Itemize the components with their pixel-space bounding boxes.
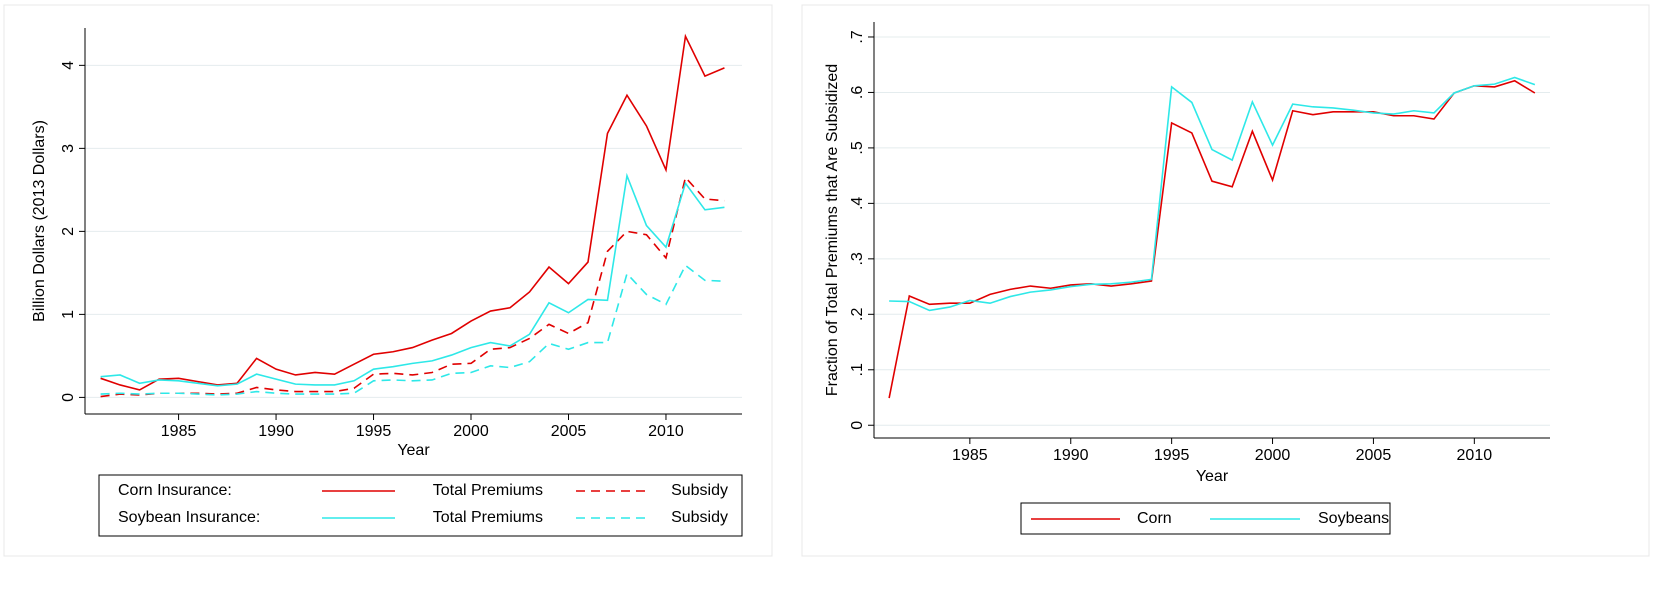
x-tick-label: 1985 <box>952 447 988 464</box>
x-tick-label: 2005 <box>1356 447 1392 464</box>
y-tick-label: .2 <box>849 308 866 321</box>
line-series <box>100 172 725 387</box>
x-axis-title: Year <box>397 442 430 459</box>
legend-label: Total Premiums <box>433 482 543 499</box>
x-tick-label: 2000 <box>1255 447 1291 464</box>
y-tick-label: .1 <box>849 363 866 376</box>
legend-box <box>98 474 743 537</box>
panel-frame <box>3 4 773 557</box>
y-tick-label: .6 <box>849 86 866 99</box>
legend-group-label: Corn Insurance: <box>118 482 232 499</box>
y-tick-label: 3 <box>60 144 77 153</box>
x-axis-title: Year <box>1196 468 1229 485</box>
x-tick-label: 1985 <box>161 423 197 440</box>
x-tick-label: 1990 <box>1053 447 1089 464</box>
line-series <box>100 33 725 391</box>
legend-label: Subsidy <box>671 509 728 526</box>
x-tick-label: 1990 <box>258 423 294 440</box>
line-series <box>888 79 1536 399</box>
y-tick-label: 0 <box>60 393 77 402</box>
legend-group-label: Soybean Insurance: <box>118 509 260 526</box>
x-tick-label: 2010 <box>648 423 684 440</box>
y-tick-label: .3 <box>849 252 866 265</box>
y-tick-label: 1 <box>60 310 77 319</box>
x-tick-label: 2000 <box>453 423 489 440</box>
legend-label: Total Premiums <box>433 509 543 526</box>
y-tick-label: 4 <box>60 61 77 70</box>
y-axis-title: Billion Dollars (2013 Dollars) <box>31 120 48 322</box>
x-tick-label: 2005 <box>551 423 587 440</box>
y-tick-label: .5 <box>849 141 866 154</box>
legend-label: Subsidy <box>671 482 728 499</box>
y-tick-label: .4 <box>849 197 866 210</box>
legend-label: Corn <box>1137 510 1172 527</box>
y-axis-title: Fraction of Total Premiums that Are Subs… <box>824 64 841 396</box>
x-tick-label: 1995 <box>356 423 392 440</box>
line-series <box>889 76 1536 312</box>
panel-frame <box>801 4 1650 557</box>
line-series <box>100 175 725 398</box>
y-tick-label: 2 <box>60 227 77 236</box>
legend-label: Soybeans <box>1318 510 1389 527</box>
y-tick-label: .7 <box>849 30 866 43</box>
x-tick-label: 1995 <box>1154 447 1190 464</box>
line-series <box>100 264 725 396</box>
y-tick-label: 0 <box>849 421 866 430</box>
x-tick-label: 2010 <box>1457 447 1493 464</box>
